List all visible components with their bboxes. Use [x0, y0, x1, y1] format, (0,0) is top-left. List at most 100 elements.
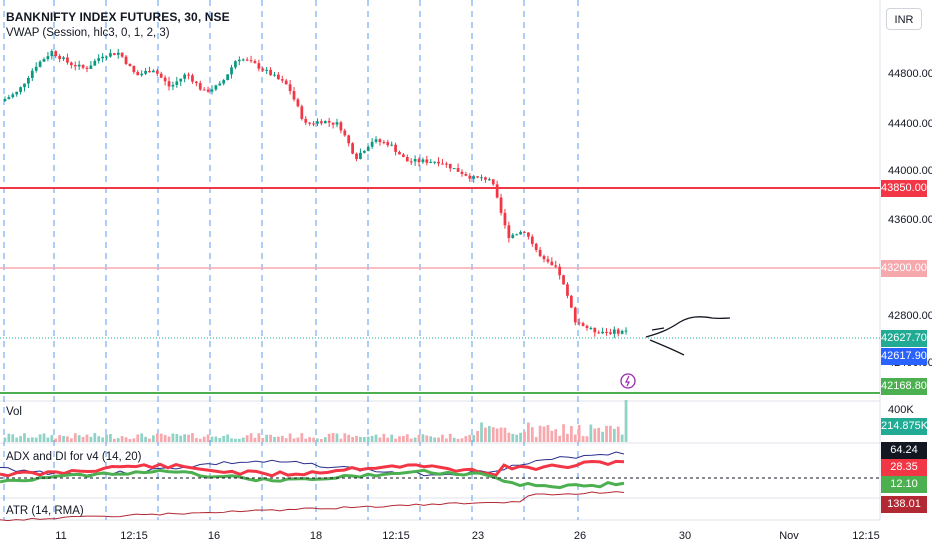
volume-bar	[507, 432, 511, 442]
currency-button[interactable]: INR	[886, 8, 922, 30]
vwap-price-tag[interactable]: 42617.90	[881, 348, 927, 365]
candle-body	[464, 173, 468, 176]
volume-bar	[390, 434, 394, 442]
volume-bar	[148, 438, 151, 442]
volume-bar	[331, 433, 335, 442]
candle-body	[210, 89, 214, 92]
candle-body	[206, 89, 210, 92]
volume-bar	[210, 436, 214, 442]
volume-bar	[23, 433, 26, 442]
volume-bar	[542, 426, 546, 442]
candle-body	[308, 122, 312, 124]
candle-body	[573, 307, 577, 323]
volume-bar	[284, 438, 288, 442]
candle-body	[476, 176, 479, 178]
candle-body	[214, 85, 218, 90]
vwap-legend[interactable]: VWAP (Session, hlc3, 0, 1, 2, 3)	[6, 27, 170, 39]
candle-body	[538, 249, 542, 257]
volume-bar	[491, 427, 495, 442]
volume-bar	[245, 435, 249, 442]
candle-body	[152, 70, 155, 73]
candle-body	[11, 94, 15, 98]
volume-legend[interactable]: Vol	[6, 406, 22, 418]
volume-bar	[495, 428, 499, 442]
volume-bar	[155, 433, 159, 442]
candle-body	[460, 171, 464, 174]
candle-body	[46, 56, 50, 60]
candle-body	[128, 63, 132, 66]
volume-bar	[499, 427, 503, 442]
hand-drawn-dash[interactable]	[651, 327, 665, 331]
volume-bar	[374, 434, 378, 442]
di-plus-line[interactable]	[0, 468, 625, 490]
volume-bar	[288, 433, 292, 442]
candle-body	[140, 73, 144, 76]
candle-body	[534, 243, 538, 250]
candle-body	[495, 184, 499, 198]
level-tag-low[interactable]: 42168.80	[881, 378, 927, 395]
last-price-tag[interactable]: 42627.70	[881, 330, 927, 347]
volume-bar	[487, 426, 491, 442]
volume-bar	[183, 434, 187, 442]
candle-body	[202, 89, 206, 91]
candle-body	[148, 70, 151, 73]
event-flash-icon[interactable]	[620, 373, 636, 389]
volume-bar	[11, 434, 15, 442]
candle-body	[34, 66, 38, 71]
symbol-title[interactable]: BANKNIFTY INDEX FUTURES, 30, NSE	[6, 10, 230, 24]
candle-body	[222, 80, 226, 84]
atr-line[interactable]	[0, 491, 625, 522]
candle-body	[593, 327, 597, 333]
volume-bar	[66, 436, 69, 442]
candle-body	[237, 59, 241, 62]
volume-bar	[409, 438, 413, 442]
volume-bar	[355, 435, 358, 442]
price-candles[interactable]	[3, 48, 628, 339]
candle-body	[42, 59, 46, 62]
candle-body	[530, 236, 534, 244]
volume-bar	[546, 425, 550, 442]
volume-bar	[261, 438, 265, 442]
volume-bar	[312, 437, 315, 442]
candle-body	[433, 161, 437, 163]
price-tick: 44800.00	[888, 68, 932, 80]
candle-body	[136, 72, 140, 76]
candle-body	[261, 68, 265, 71]
atr-legend[interactable]: ATR (14, RMA)	[6, 505, 84, 517]
time-tick: 23	[471, 530, 485, 542]
hand-drawn-arrow[interactable]	[645, 316, 731, 356]
candle-body	[273, 74, 276, 76]
volume-bar	[218, 438, 222, 442]
candle-body	[597, 332, 601, 334]
volume-bars[interactable]	[3, 400, 628, 442]
volume-bar	[378, 437, 382, 442]
adx-legend[interactable]: ADX and DI for v4 (14, 20)	[6, 451, 142, 463]
candle-body	[316, 121, 319, 124]
candle-body	[581, 323, 585, 326]
level-tag-high[interactable]: 43850.00	[881, 180, 927, 197]
volume-bar	[234, 438, 237, 442]
candle-body	[487, 179, 491, 181]
candle-body	[194, 81, 198, 84]
adx-value-tag: 64.24	[881, 442, 927, 459]
level-tag-mid[interactable]: 43200.00	[881, 260, 927, 277]
volume-bar	[433, 437, 437, 442]
candle-body	[558, 266, 562, 276]
volume-bar	[77, 435, 81, 442]
volume-bar	[97, 436, 101, 442]
di-minus-line[interactable]	[0, 459, 625, 478]
candle-body	[198, 83, 202, 90]
candle-body	[116, 52, 120, 55]
atr-value-tag: 138.01	[881, 496, 927, 513]
volume-bar	[554, 429, 558, 442]
volume-bar	[280, 435, 284, 442]
candle-body	[417, 159, 421, 163]
candle-body	[3, 99, 7, 102]
time-tick: 12:15	[852, 530, 880, 542]
candle-body	[230, 67, 233, 75]
candle-body	[343, 130, 347, 136]
volume-bar	[304, 438, 308, 442]
candle-body	[390, 144, 394, 146]
candle-body	[183, 74, 187, 79]
